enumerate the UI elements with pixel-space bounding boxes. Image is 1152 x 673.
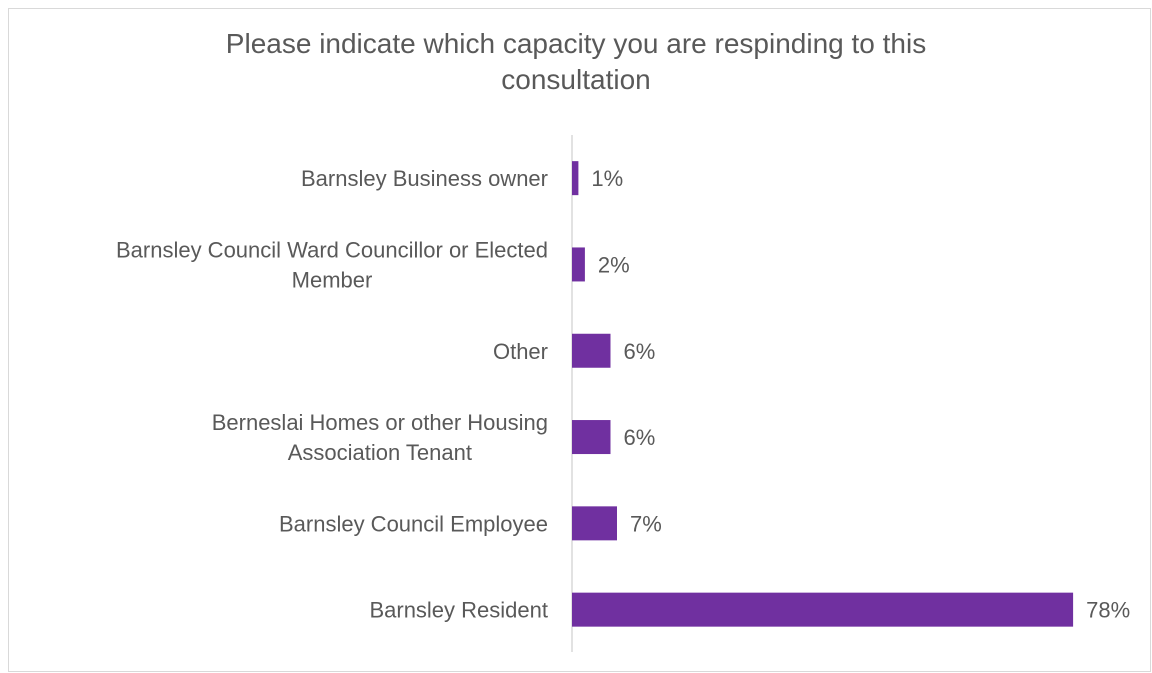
data-label-3: 6% xyxy=(624,425,656,450)
data-label-4: 7% xyxy=(630,511,662,536)
category-label-0-line-1: Barnsley Business owner xyxy=(301,166,548,191)
chart-title: Please indicate which capacity you are r… xyxy=(0,26,1152,98)
category-label-3-line-2: Association Tenant xyxy=(288,440,472,465)
category-label-5: Barnsley Resident xyxy=(369,598,548,623)
bar-3 xyxy=(572,420,611,455)
data-label-5: 78% xyxy=(1086,598,1130,623)
category-label-4: Barnsley Council Employee xyxy=(279,511,548,536)
category-label-4-line-1: Barnsley Council Employee xyxy=(279,511,548,536)
data-label-0: 1% xyxy=(591,166,623,191)
category-label-2: Other xyxy=(493,339,548,364)
chart-title-line-2: consultation xyxy=(501,64,651,95)
category-label-1-line-1: Barnsley Council Ward Councillor or Elec… xyxy=(116,237,548,262)
bar-2 xyxy=(572,333,611,368)
bar-0 xyxy=(572,161,579,196)
data-label-1: 2% xyxy=(598,252,630,277)
category-label-1: Barnsley Council Ward Councillor or Elec… xyxy=(116,237,548,292)
chart-title-line-1: Please indicate which capacity you are r… xyxy=(225,28,927,59)
category-label-5-line-1: Barnsley Resident xyxy=(369,598,548,623)
category-label-3: Berneslai Homes or other Housing Associat… xyxy=(212,410,548,465)
category-label-0: Barnsley Business owner xyxy=(301,166,548,191)
bar-4 xyxy=(572,506,617,541)
bar-5 xyxy=(572,592,1074,627)
bar-1 xyxy=(572,247,585,282)
data-label-2: 6% xyxy=(624,339,656,364)
category-label-2-line-1: Other xyxy=(493,339,548,364)
category-label-1-line-2: Member xyxy=(292,267,373,292)
category-label-3-line-1: Berneslai Homes or other Housing xyxy=(212,410,548,435)
